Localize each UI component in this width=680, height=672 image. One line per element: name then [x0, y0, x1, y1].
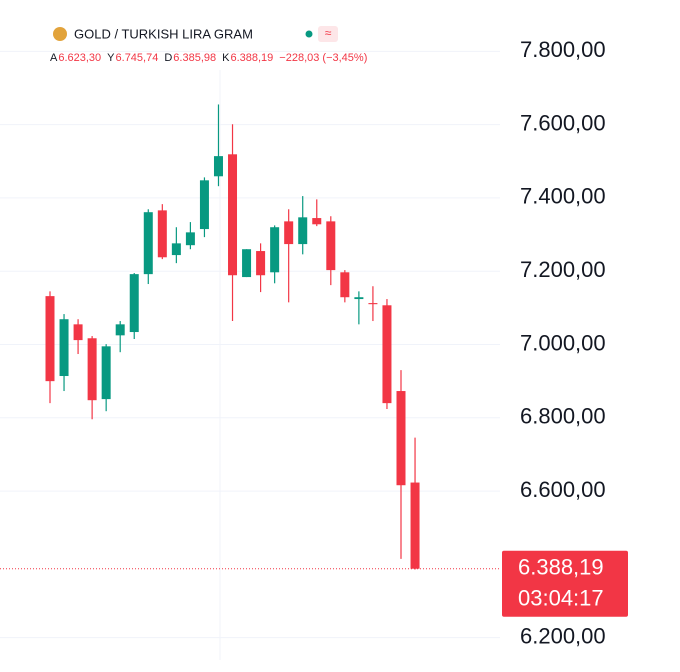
- candle-body: [199, 180, 209, 230]
- y-tick-label: 7.200,00: [520, 257, 606, 282]
- candle-body: [143, 212, 153, 275]
- candle-body: [340, 272, 350, 298]
- legend-key: D: [164, 52, 172, 64]
- badge-icon: ≈: [325, 26, 332, 40]
- symbol-icon: [53, 27, 67, 41]
- candle-body: [87, 338, 97, 401]
- candle-body: [101, 346, 111, 400]
- y-tick-label: 6.800,00: [520, 404, 606, 429]
- chart-title: GOLD / TURKISH LIRA GRAM: [74, 26, 253, 41]
- candle-body: [59, 319, 69, 377]
- last-price-label: 6.388,19: [518, 555, 604, 580]
- candle-body: [171, 243, 181, 256]
- candle-body: [298, 217, 308, 245]
- y-tick-label: 7.400,00: [520, 184, 606, 209]
- legend-change: −228,03 (−3,45%): [279, 52, 367, 64]
- legend-key: A: [50, 52, 58, 64]
- candle-body: [396, 391, 406, 486]
- candle-body: [284, 221, 294, 245]
- market-status: [305, 30, 313, 38]
- candle-body: [326, 221, 336, 271]
- candle-body: [129, 274, 139, 333]
- candle-body: [242, 249, 252, 278]
- candle-body: [228, 154, 238, 276]
- legend-value: 6.745,74: [116, 52, 159, 64]
- candle-body: [368, 303, 378, 305]
- legend-key: Y: [107, 52, 115, 64]
- candle-body: [354, 297, 364, 300]
- candle-body: [73, 324, 83, 341]
- candle-body: [185, 232, 195, 246]
- candle-body: [270, 227, 280, 273]
- candle-body: [312, 218, 322, 225]
- y-tick-label: 6.200,00: [520, 623, 606, 648]
- candle-body: [382, 305, 392, 404]
- legend-key: K: [222, 52, 230, 64]
- y-tick-label: 7.000,00: [520, 330, 606, 355]
- candle-body: [45, 296, 55, 382]
- legend-value: 6.388,19: [230, 52, 273, 64]
- y-tick-label: 7.600,00: [520, 110, 606, 135]
- candle-body: [410, 482, 420, 569]
- candle-body: [157, 210, 167, 258]
- legend-value: 6.385,98: [173, 52, 216, 64]
- legend: A 6.623,30 Y 6.745,74 D 6.385,98 K 6.388,19 −228…: [50, 52, 367, 64]
- badge: [318, 26, 338, 42]
- legend-value: 6.623,30: [58, 52, 101, 64]
- y-tick-label: 7.800,00: [520, 37, 606, 62]
- candle-body: [115, 324, 125, 336]
- y-tick-label: 6.600,00: [520, 477, 606, 502]
- candle-body: [213, 156, 223, 177]
- countdown: 03:04:17: [518, 586, 604, 611]
- price-label-box: [502, 550, 628, 617]
- candle-body: [256, 251, 266, 276]
